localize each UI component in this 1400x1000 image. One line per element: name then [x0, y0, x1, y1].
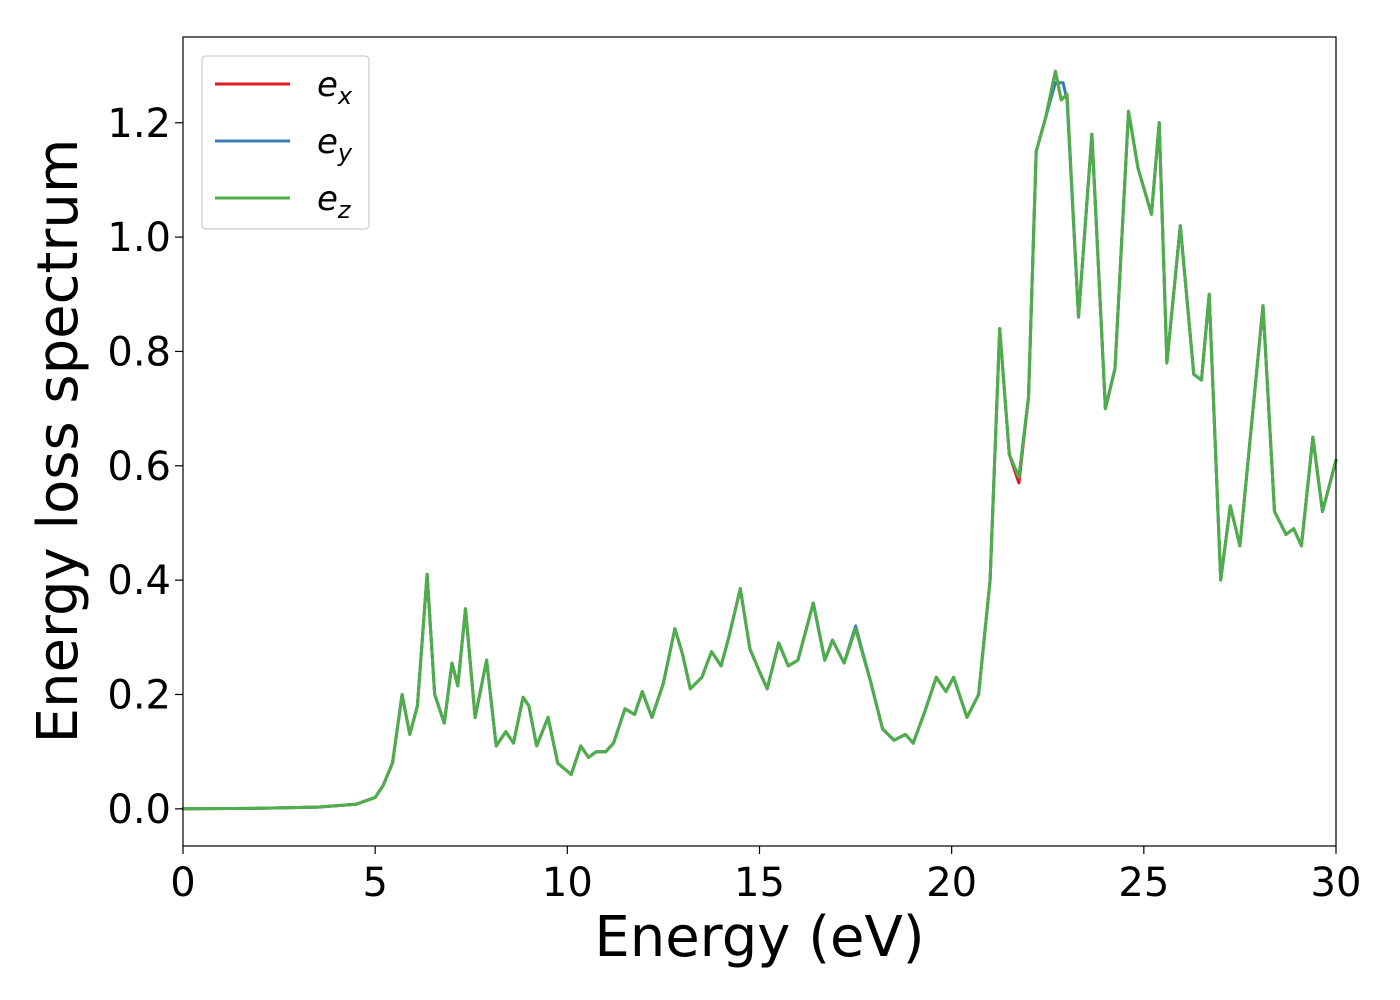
x-tick-label: 15 [734, 860, 785, 906]
x-tick-label: 20 [926, 860, 977, 906]
y-tick-label: 0.2 [107, 672, 171, 718]
x-tick-label: 10 [542, 860, 593, 906]
x-tick-label: 25 [1118, 860, 1169, 906]
y-tick-label: 0.4 [107, 558, 171, 604]
y-tick-label: 0.8 [107, 329, 171, 375]
y-tick-label: 0.0 [107, 787, 171, 833]
y-axis-ticks: 0.0 0.2 0.4 0.6 0.8 1.0 1.2 [107, 101, 183, 833]
y-axis-label: Energy loss spectrum [26, 139, 91, 744]
plot-area [183, 37, 1336, 846]
x-tick-label: 30 [1311, 860, 1362, 906]
x-axis-ticks: 0 5 10 15 20 25 30 [170, 846, 1361, 906]
series-layer [181, 69, 1338, 811]
y-tick-label: 1.2 [107, 101, 171, 147]
series-line-z [181, 69, 1338, 811]
x-axis-label: Energy (eV) [594, 905, 924, 970]
x-tick-label: 0 [170, 860, 195, 906]
x-tick-label: 5 [362, 860, 387, 906]
y-tick-label: 0.6 [107, 444, 171, 490]
y-tick-label: 1.0 [107, 215, 171, 261]
